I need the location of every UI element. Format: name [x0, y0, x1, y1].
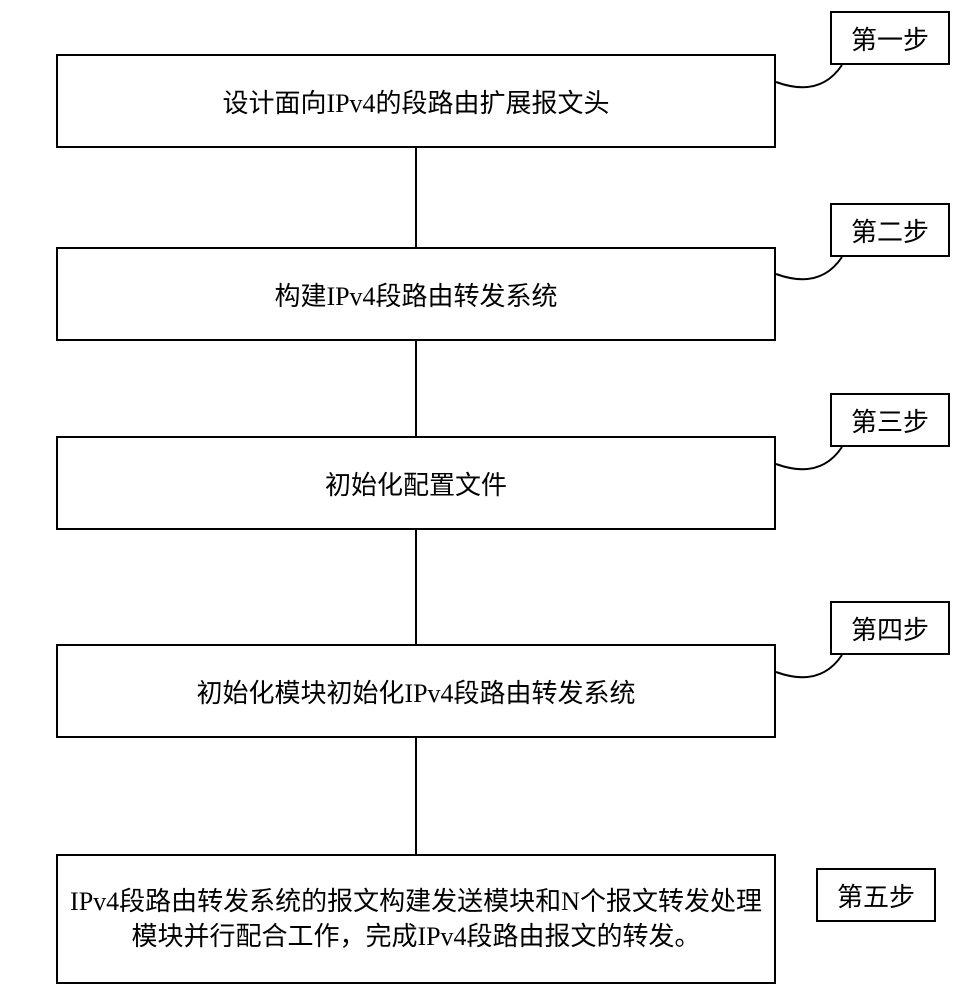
- flow-curve-4: [0, 0, 979, 1000]
- flow-label-5-text: 第五步: [837, 877, 915, 914]
- flow-step-5-text: IPv4段路由转发系统的报文构建发送模块和N个报文转发处理模块并行配合工作，完成…: [70, 884, 762, 954]
- flow-label-5: 第五步: [816, 868, 936, 922]
- flow-step-5: IPv4段路由转发系统的报文构建发送模块和N个报文转发处理模块并行配合工作，完成…: [56, 854, 776, 984]
- flow-connector-4-5: [415, 738, 417, 854]
